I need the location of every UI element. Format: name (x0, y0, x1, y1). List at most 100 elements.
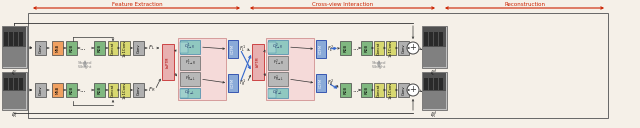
Text: $I_R^c$: $I_R^c$ (11, 110, 17, 120)
FancyBboxPatch shape (120, 41, 130, 55)
FancyBboxPatch shape (268, 72, 288, 86)
Text: $I_R^d$: $I_R^d$ (431, 110, 438, 120)
FancyBboxPatch shape (424, 78, 428, 90)
Text: Concat: Concat (377, 41, 381, 55)
Text: RDB: RDB (97, 44, 102, 52)
FancyBboxPatch shape (423, 27, 446, 47)
FancyBboxPatch shape (19, 78, 23, 90)
Text: CCFM: CCFM (319, 44, 323, 54)
FancyBboxPatch shape (108, 83, 118, 97)
FancyBboxPatch shape (268, 89, 276, 98)
FancyBboxPatch shape (162, 44, 174, 80)
FancyBboxPatch shape (423, 91, 446, 109)
FancyBboxPatch shape (316, 74, 326, 92)
Text: $C^1_{R\rightarrow L}$: $C^1_{R\rightarrow L}$ (184, 88, 196, 98)
FancyBboxPatch shape (3, 47, 26, 67)
FancyBboxPatch shape (178, 38, 226, 100)
FancyBboxPatch shape (3, 91, 26, 109)
FancyBboxPatch shape (423, 73, 446, 91)
Text: $F_L$: $F_L$ (148, 44, 156, 52)
FancyBboxPatch shape (422, 72, 447, 110)
Circle shape (407, 42, 419, 54)
FancyBboxPatch shape (9, 78, 13, 90)
FancyBboxPatch shape (4, 78, 8, 90)
Text: Weight: Weight (78, 65, 92, 69)
FancyBboxPatch shape (423, 47, 446, 67)
FancyBboxPatch shape (28, 13, 608, 118)
Text: 1×1Conv: 1×1Conv (389, 81, 393, 99)
FancyBboxPatch shape (386, 83, 396, 97)
FancyBboxPatch shape (361, 83, 372, 97)
Text: Feature Extraction: Feature Extraction (112, 3, 163, 8)
Text: $F^1_R$: $F^1_R$ (239, 78, 246, 88)
FancyBboxPatch shape (19, 32, 23, 46)
FancyBboxPatch shape (268, 40, 288, 54)
Text: $F^2_{R\rightarrow L}$: $F^2_{R\rightarrow L}$ (273, 74, 284, 84)
Text: Concat: Concat (111, 83, 115, 97)
FancyBboxPatch shape (94, 41, 105, 55)
Text: Shared: Shared (372, 61, 387, 65)
FancyBboxPatch shape (429, 32, 433, 46)
Text: Conv: Conv (136, 85, 141, 95)
Text: Concat: Concat (111, 41, 115, 55)
FancyBboxPatch shape (120, 83, 130, 97)
FancyBboxPatch shape (340, 83, 351, 97)
Text: +: + (410, 44, 417, 52)
Text: 1×1Conv: 1×1Conv (389, 39, 393, 57)
Text: Conv: Conv (136, 43, 141, 53)
Text: $F^2_R$: $F^2_R$ (328, 78, 335, 88)
FancyBboxPatch shape (94, 83, 105, 97)
Text: RDB: RDB (365, 44, 369, 52)
Text: Conv: Conv (38, 85, 42, 95)
FancyBboxPatch shape (180, 42, 188, 53)
FancyBboxPatch shape (3, 73, 26, 91)
FancyBboxPatch shape (35, 41, 46, 55)
Text: Conv: Conv (38, 43, 42, 53)
Text: CCFM: CCFM (231, 78, 235, 88)
Text: MSB: MSB (56, 44, 60, 52)
FancyBboxPatch shape (266, 38, 314, 100)
Text: ...: ... (79, 45, 86, 51)
FancyBboxPatch shape (14, 32, 18, 46)
FancyBboxPatch shape (4, 32, 8, 46)
Text: $F^1_{R\rightarrow L}$: $F^1_{R\rightarrow L}$ (184, 74, 195, 84)
Text: Weight: Weight (372, 65, 386, 69)
FancyBboxPatch shape (422, 26, 447, 68)
FancyBboxPatch shape (133, 83, 144, 97)
FancyBboxPatch shape (374, 41, 384, 55)
Text: $C^2_{L\rightarrow R}$: $C^2_{L\rightarrow R}$ (273, 42, 284, 52)
FancyBboxPatch shape (252, 44, 264, 80)
FancyBboxPatch shape (108, 41, 118, 55)
Text: Shared: Shared (77, 61, 92, 65)
Text: $F^2_L$: $F^2_L$ (328, 44, 335, 54)
FancyBboxPatch shape (9, 32, 13, 46)
FancyBboxPatch shape (439, 78, 443, 90)
FancyBboxPatch shape (228, 74, 238, 92)
FancyBboxPatch shape (3, 27, 26, 47)
Text: Concat: Concat (377, 83, 381, 97)
Text: 1×1Conv: 1×1Conv (123, 39, 127, 57)
FancyBboxPatch shape (398, 83, 409, 97)
FancyBboxPatch shape (133, 41, 144, 55)
Text: bsPTM: bsPTM (166, 56, 170, 68)
FancyBboxPatch shape (424, 32, 428, 46)
Text: Cross-view Interaction: Cross-view Interaction (312, 3, 374, 8)
Text: biPTM: biPTM (256, 57, 260, 67)
FancyBboxPatch shape (14, 78, 18, 90)
Text: Conv: Conv (401, 43, 406, 53)
Text: RDB: RDB (344, 86, 348, 94)
Text: $F^1_{L\rightarrow R}$: $F^1_{L\rightarrow R}$ (184, 58, 195, 68)
FancyBboxPatch shape (66, 83, 77, 97)
Text: $I_L^c$: $I_L^c$ (11, 68, 17, 78)
FancyBboxPatch shape (52, 83, 63, 97)
Text: $C^2_{R\rightarrow L}$: $C^2_{R\rightarrow L}$ (273, 88, 284, 98)
FancyBboxPatch shape (439, 32, 443, 46)
Text: MSB: MSB (56, 86, 60, 94)
Text: $F^2_{L\rightarrow R}$: $F^2_{L\rightarrow R}$ (273, 58, 284, 68)
FancyBboxPatch shape (180, 40, 200, 54)
Text: ...: ... (353, 87, 360, 93)
Text: +: + (410, 86, 417, 94)
FancyBboxPatch shape (386, 41, 396, 55)
FancyBboxPatch shape (35, 83, 46, 97)
FancyBboxPatch shape (398, 41, 409, 55)
